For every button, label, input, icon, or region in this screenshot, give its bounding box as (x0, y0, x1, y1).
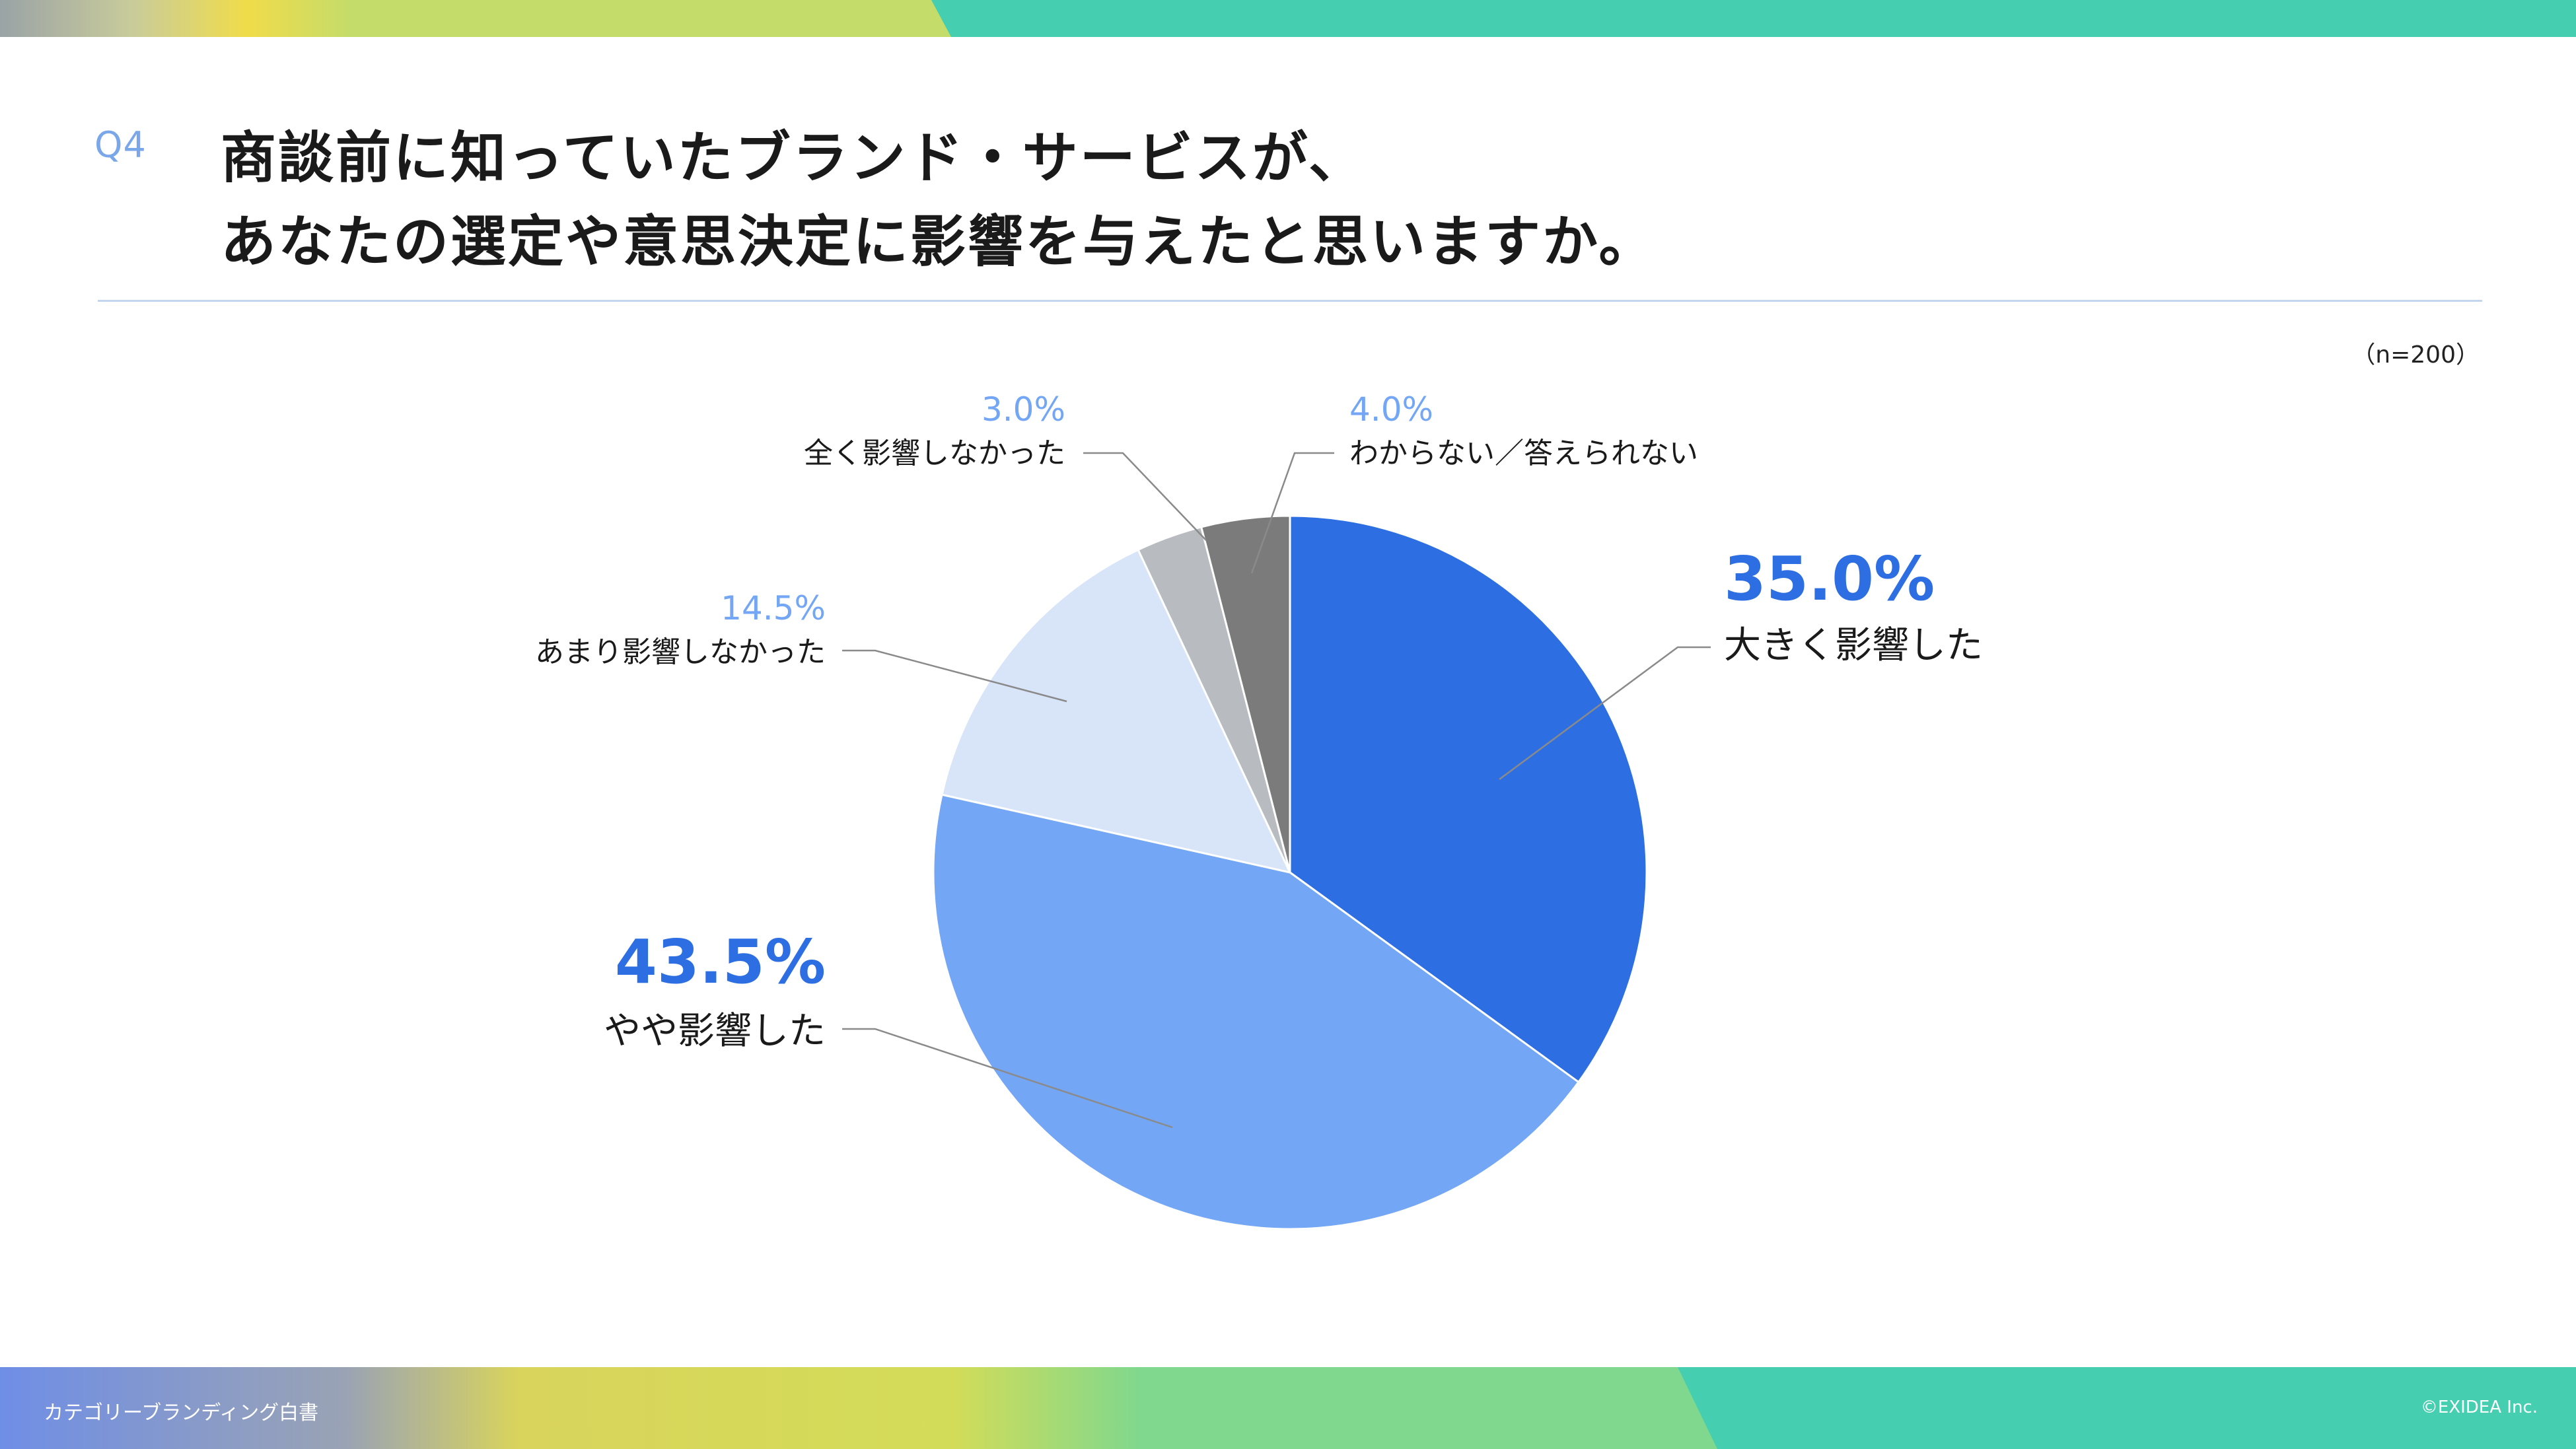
footer-publication-name: カテゴリーブランディング白書 (44, 1401, 319, 1425)
pie-slice-5 (1199, 514, 1291, 873)
pie-slice-1 (1289, 514, 1648, 1084)
slice-category-label-4: 全く影響しなかった (804, 437, 1065, 470)
slice-percent-label-5: 4.0% (1349, 390, 1433, 429)
top-decorative-band (0, 0, 2576, 37)
question-number: Q4 (94, 124, 147, 166)
leader-line-4 (1083, 452, 1207, 541)
slice-percent-label-4: 3.0% (982, 390, 1065, 429)
title-divider (98, 300, 2482, 302)
slice-category-label-1: 大きく影響した (1724, 624, 1983, 667)
footer-copyright: ©EXIDEA Inc. (2420, 1397, 2538, 1417)
sample-size-note: （n=200） (2351, 341, 2480, 369)
pie-slice-2 (932, 793, 1580, 1230)
question-title-line-2: あなたの選定や意思決定に影響を与えたと思いますか。 (221, 209, 1657, 274)
slice-category-label-5: わからない／答えられない (1349, 437, 1698, 470)
leader-line-5 (1250, 452, 1334, 574)
leader-line-2 (842, 1028, 1173, 1129)
slice-percent-label-3: 14.5% (721, 589, 826, 627)
bottom-decorative-band (0, 1367, 2576, 1449)
slice-category-label-3: あまり影響しなかった (535, 635, 826, 669)
leader-line-3 (842, 649, 1067, 703)
slice-percent-label-1: 35.0% (1724, 544, 1935, 614)
pie-slice-3 (941, 548, 1292, 874)
question-title: 商談前に知っていたブランド・サービスが、 あなたの選定や意思決定に影響を与えたと… (221, 116, 1656, 284)
leader-line-1 (1499, 646, 1711, 781)
slice-category-label-2: やや影響した (604, 1010, 826, 1053)
slice-percent-label-2: 43.5% (615, 927, 826, 997)
question-title-line-1: 商談前に知っていたブランド・サービスが、 (221, 125, 1367, 190)
